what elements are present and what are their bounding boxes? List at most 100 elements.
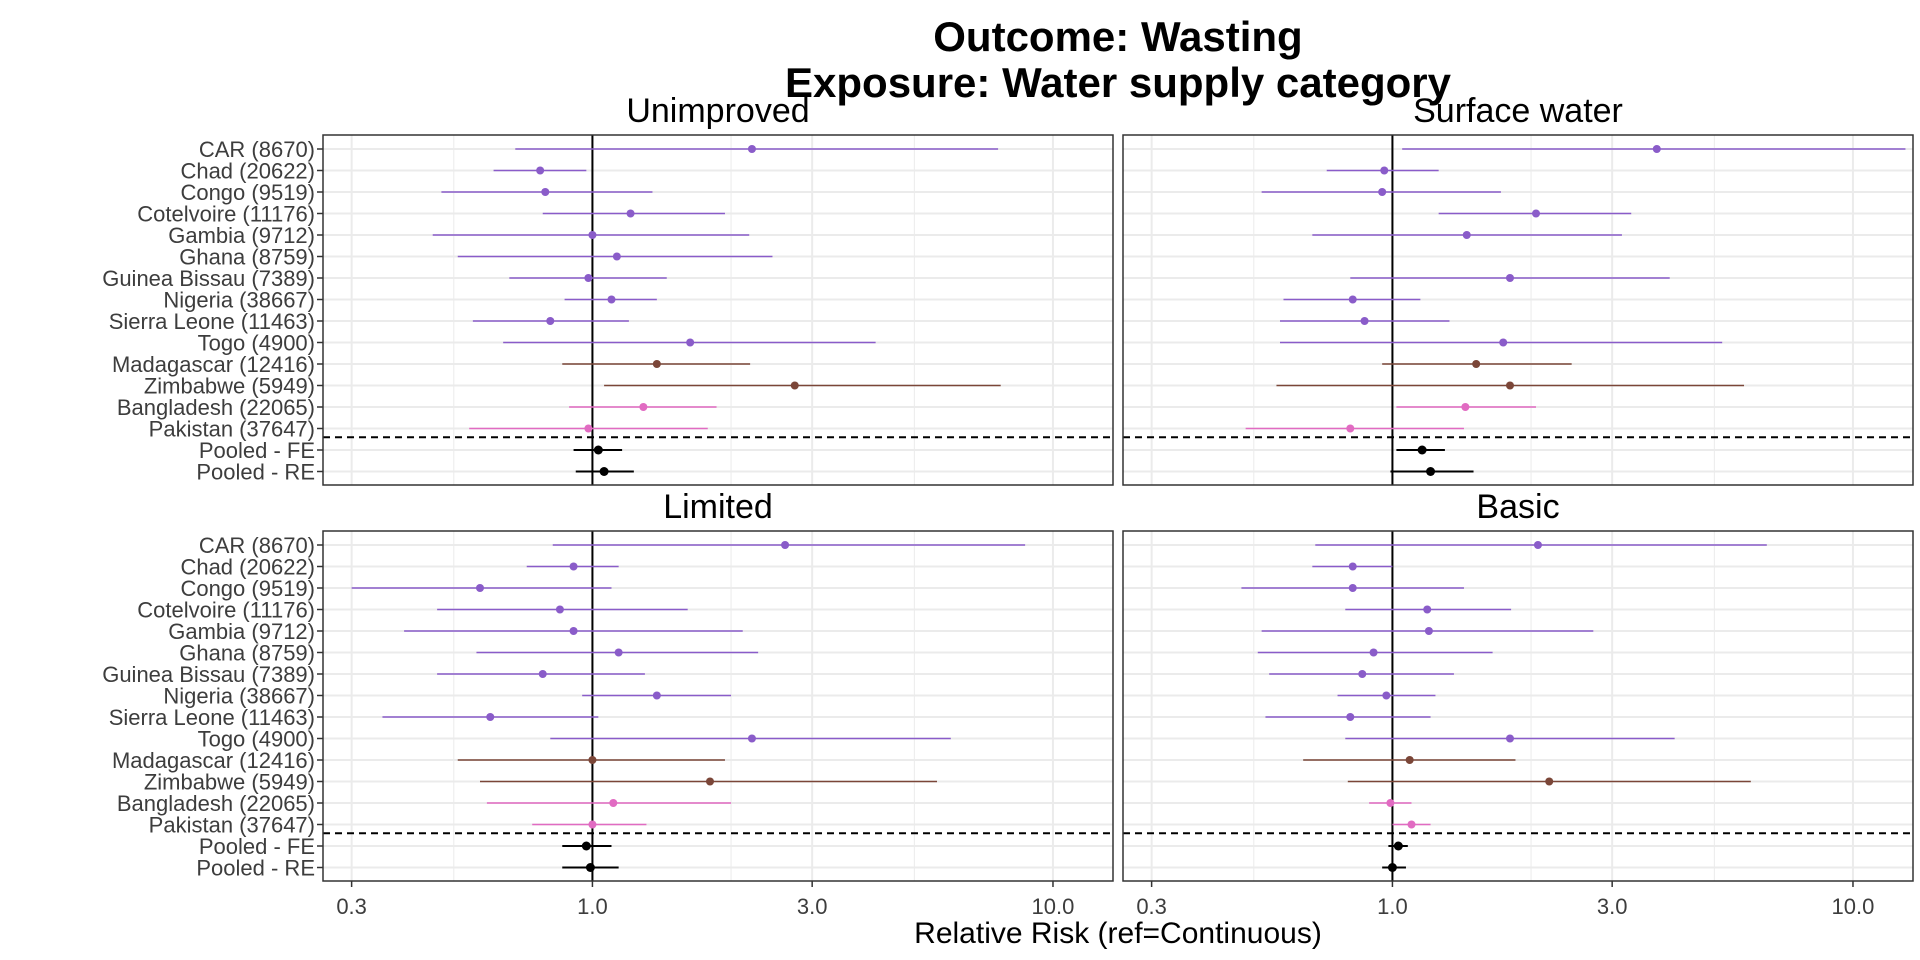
estimate-point	[1499, 338, 1508, 347]
facet-title: Limited	[663, 488, 773, 526]
estimate-point	[705, 777, 714, 786]
y-tick-label: CAR (8670)	[199, 533, 315, 558]
title-line-1: Outcome: Wasting	[933, 13, 1302, 60]
y-tick-label: Pooled - RE	[196, 460, 315, 485]
x-tick-label: 1.0	[1377, 894, 1408, 919]
x-tick-label: 3.0	[1597, 894, 1628, 919]
estimate-point	[639, 403, 648, 411]
estimate-point	[569, 627, 578, 635]
y-tick-label: Nigeria (38667)	[163, 684, 315, 709]
estimate-point	[1393, 841, 1403, 851]
y-tick-label: Zimbabwe (5949)	[144, 374, 315, 399]
y-tick-label: CAR (8670)	[199, 137, 315, 162]
estimate-point	[612, 252, 621, 261]
chart-title: Outcome: Wasting Exposure: Water supply …	[785, 13, 1452, 106]
title-line-2: Exposure: Water supply category	[785, 59, 1452, 106]
y-tick-label: Togo (4900)	[198, 331, 315, 356]
y-tick-label: Bangladesh (22065)	[117, 395, 315, 420]
y-tick-label: Congo (9519)	[180, 576, 315, 601]
y-tick-label: Chad (20622)	[180, 159, 315, 184]
estimate-point	[781, 541, 790, 549]
estimate-point	[555, 605, 564, 614]
estimate-point	[486, 713, 495, 721]
estimate-point	[1346, 713, 1355, 721]
estimate-point	[584, 274, 593, 282]
estimate-point	[588, 231, 597, 239]
y-tick-label: Pooled - FE	[199, 834, 315, 859]
x-axis-label: Relative Risk (ref=Continuous)	[914, 917, 1322, 950]
estimate-point	[585, 863, 595, 872]
estimate-point	[569, 562, 578, 571]
panel-border	[1122, 530, 1914, 882]
estimate-point	[747, 734, 756, 743]
estimate-point	[652, 360, 661, 368]
facet-title: Surface water	[1413, 92, 1623, 130]
panel-surface-water: Surface water	[1122, 92, 1914, 486]
panel-border	[1122, 134, 1914, 486]
x-tick-label: 0.3	[336, 894, 367, 919]
estimate-point	[538, 670, 547, 678]
estimate-point	[1417, 445, 1427, 455]
y-tick-label: Cotelvoire (11176)	[137, 598, 315, 623]
estimate-point	[1382, 691, 1391, 700]
estimate-point	[609, 799, 618, 807]
x-tick-label: 10.0	[1832, 894, 1875, 919]
estimate-point	[1533, 541, 1542, 549]
estimate-point	[1505, 274, 1514, 282]
estimate-point	[607, 295, 616, 304]
x-tick-label: 10.0	[1032, 894, 1075, 919]
estimate-point	[1348, 295, 1357, 304]
y-tick-label: Congo (9519)	[180, 180, 315, 205]
y-tick-label: Chad (20622)	[180, 555, 315, 580]
estimate-point	[1348, 562, 1357, 571]
y-tick-label: Gambia (9712)	[168, 223, 315, 248]
estimate-point	[1472, 360, 1481, 368]
estimate-point	[1346, 424, 1355, 433]
estimate-point	[1405, 756, 1414, 764]
estimate-point	[1407, 820, 1416, 829]
y-tick-label: Guinea Bissau (7389)	[102, 266, 315, 291]
estimate-point	[476, 584, 485, 592]
estimate-point	[790, 381, 799, 390]
x-tick-label: 3.0	[797, 894, 828, 919]
facet-title: Basic	[1476, 488, 1559, 526]
estimate-point	[1358, 670, 1367, 678]
estimate-point	[1423, 605, 1432, 614]
estimate-point	[1461, 403, 1470, 411]
estimate-point	[1652, 145, 1661, 153]
y-tick-label: Sierra Leone (11463)	[109, 309, 315, 334]
estimate-point	[541, 188, 550, 196]
estimate-point	[626, 209, 635, 218]
estimate-point	[1462, 231, 1471, 239]
estimate-point	[1348, 584, 1357, 592]
panel-limited: Limited CAR (8670)Chad (20622)Congo (9519…	[102, 488, 1114, 919]
estimate-point	[584, 424, 593, 433]
estimate-point	[581, 841, 591, 851]
panel-background	[1123, 531, 1913, 881]
estimate-point	[536, 166, 545, 175]
y-tick-label: Ghana (8759)	[179, 245, 315, 270]
estimate-point	[588, 820, 597, 829]
y-tick-label: Gambia (9712)	[168, 619, 315, 644]
y-tick-label: Togo (4900)	[198, 727, 315, 752]
panel-unimproved: Unimproved CAR (8670)Chad (20622)Congo (9…	[102, 92, 1114, 486]
y-tick-label: Madagascar (12416)	[112, 748, 315, 773]
y-tick-label: Pooled - FE	[199, 438, 315, 463]
panel-background	[323, 531, 1113, 881]
y-tick-label: Zimbabwe (5949)	[144, 770, 315, 795]
estimate-point	[614, 648, 623, 657]
y-tick-label: Nigeria (38667)	[163, 288, 315, 313]
estimate-point	[1369, 648, 1378, 657]
x-tick-label: 1.0	[577, 894, 608, 919]
y-tick-label: Ghana (8759)	[179, 641, 315, 666]
estimate-point	[1532, 209, 1541, 218]
estimate-point	[1386, 799, 1395, 807]
estimate-point	[593, 445, 603, 455]
estimate-point	[1426, 467, 1436, 476]
estimate-point	[1387, 863, 1397, 872]
estimate-point	[652, 691, 661, 700]
estimate-point	[1424, 627, 1433, 635]
y-tick-label: Sierra Leone (11463)	[109, 705, 315, 730]
panel-border	[322, 530, 1114, 882]
